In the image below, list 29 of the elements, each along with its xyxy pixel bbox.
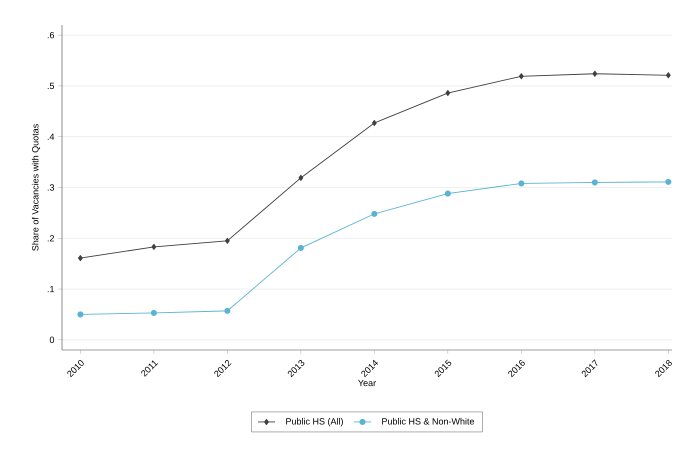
point [77,311,84,318]
point [666,72,671,78]
point [444,190,451,197]
legend-label: Public HS (All) [286,418,343,426]
point [150,310,157,316]
point [151,244,156,250]
point [298,174,304,181]
y-tick-label: .2 [48,235,54,242]
x-axis-title: Year [358,380,376,386]
point [592,179,598,186]
point [224,238,230,244]
point [518,180,524,186]
point [224,308,230,314]
point [518,73,524,80]
point [445,90,450,96]
legend-label: Public HS & Non-White [382,418,474,425]
point [592,70,598,77]
y-tick-label: .3 [48,184,54,191]
y-tick-label: .5 [48,82,54,90]
y-tick-label: .6 [48,32,54,38]
y-tick-label: 0 [50,336,54,344]
y-tick-label: .1 [48,286,54,292]
point [78,255,83,262]
y-tick-label: .4 [48,134,54,140]
point [665,178,672,185]
point [371,210,378,217]
point [298,244,304,251]
y-axis-title: Share of Vacancies with Quotas [32,124,40,251]
point [372,120,377,126]
